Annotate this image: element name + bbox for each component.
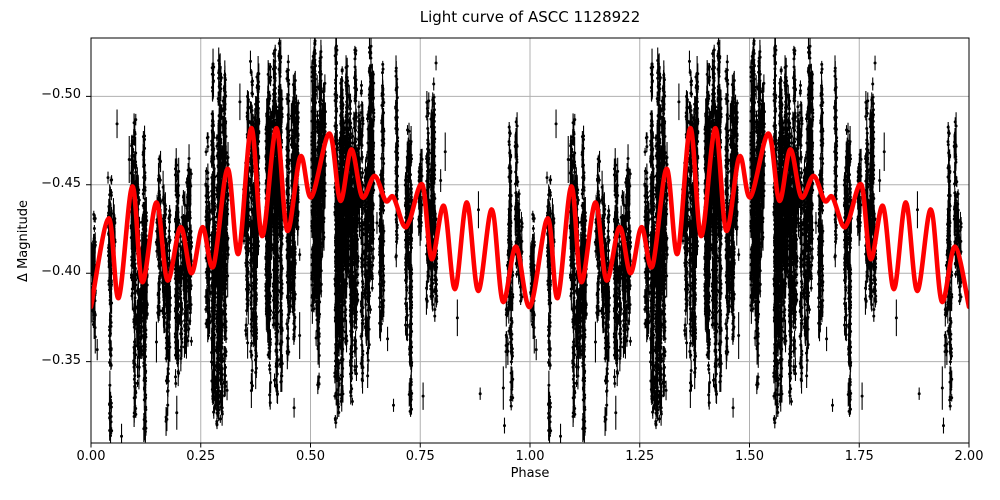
y-tick-label: −0.45 bbox=[41, 175, 81, 191]
x-tick-label: 0.25 bbox=[186, 449, 216, 464]
x-tick-label: 1.00 bbox=[515, 449, 545, 464]
x-tick-label: 1.50 bbox=[735, 449, 764, 464]
y-tick-label: −0.35 bbox=[41, 352, 81, 368]
x-tick-label: 0.00 bbox=[76, 449, 106, 464]
x-tick-label: 1.75 bbox=[844, 449, 874, 464]
x-axis-label: Phase bbox=[510, 466, 550, 481]
x-tick-label: 0.75 bbox=[405, 449, 435, 464]
y-tick-label: −0.40 bbox=[41, 264, 81, 280]
x-tick-label: 1.25 bbox=[625, 449, 655, 464]
y-axis-label: Δ Magnitude bbox=[16, 200, 31, 282]
x-tick-label: 2.00 bbox=[954, 449, 984, 464]
chart-title: Light curve of ASCC 1128922 bbox=[419, 8, 641, 26]
x-tick-label: 0.50 bbox=[296, 449, 325, 464]
y-tick-label: −0.50 bbox=[41, 87, 81, 103]
